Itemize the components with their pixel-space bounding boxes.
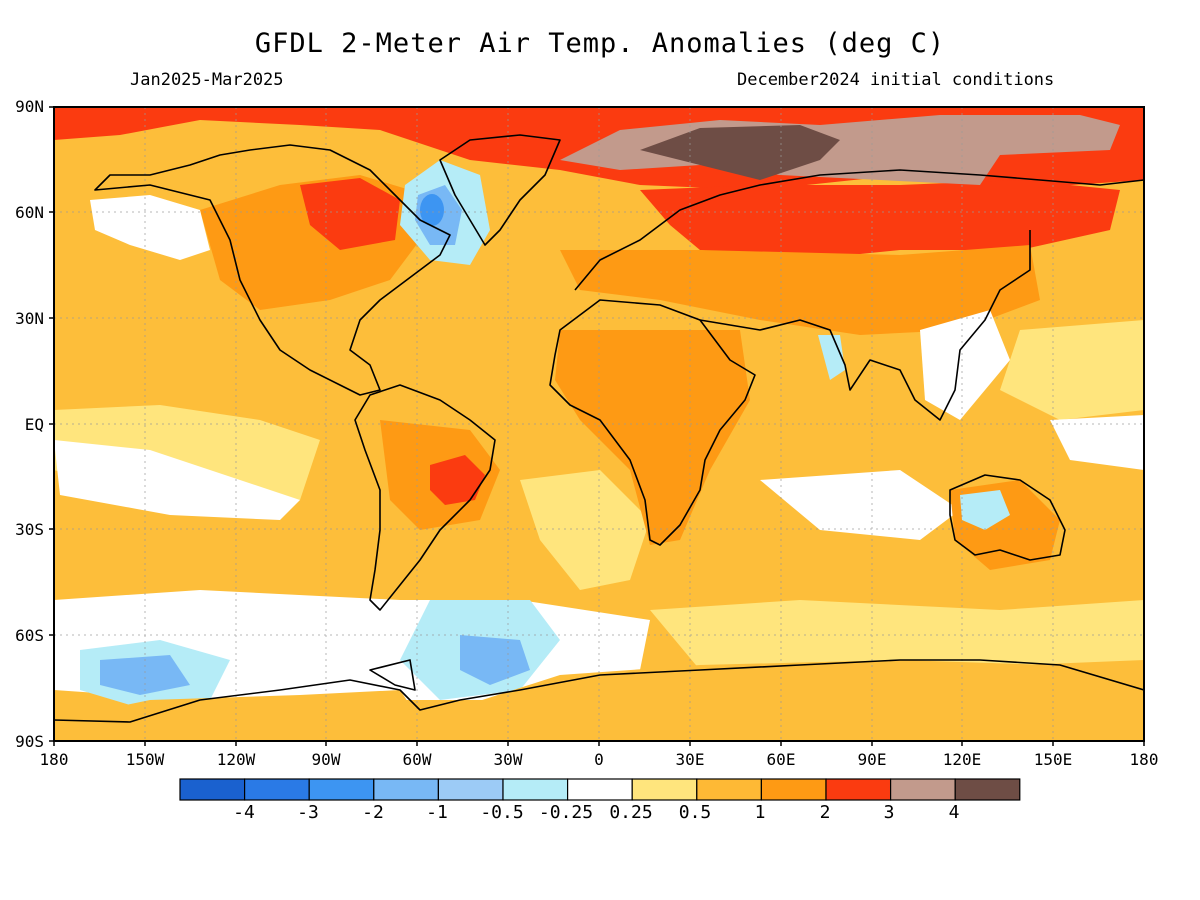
lat-label-eq: EQ bbox=[24, 415, 44, 434]
gridlines bbox=[54, 107, 1144, 741]
weddell-sea-cold bbox=[460, 635, 530, 685]
lon-label-0: 0 bbox=[594, 750, 604, 769]
colorbar-label: -2 bbox=[362, 802, 384, 823]
lon-label-90e: 90E bbox=[857, 750, 887, 769]
west-pacific-mild bbox=[1000, 320, 1144, 420]
south-atlantic-mild bbox=[520, 470, 650, 590]
colorbar-swatch bbox=[437, 778, 504, 801]
initial-conditions: December2024 initial conditions bbox=[737, 70, 1055, 90]
lon-label-60e: 60E bbox=[766, 750, 796, 769]
africa-warm bbox=[555, 330, 750, 545]
lon-label-60w: 60W bbox=[402, 750, 432, 769]
colorbar-label: 3 bbox=[883, 802, 895, 823]
alaska-neutral bbox=[90, 195, 210, 260]
forecast-period: Jan2025-Mar2025 bbox=[130, 70, 284, 90]
colorbar-swatch bbox=[760, 778, 827, 801]
colorbar-swatch bbox=[696, 778, 762, 801]
india-cool bbox=[818, 335, 845, 380]
ross-sea-cold bbox=[100, 655, 190, 695]
lon-label-30e: 30E bbox=[675, 750, 705, 769]
colorbar-label: -1 bbox=[426, 802, 448, 823]
colorbar-swatch bbox=[179, 778, 246, 801]
siberia-warm-region bbox=[640, 180, 1120, 260]
lat-label-90n: 90N bbox=[15, 97, 44, 116]
map-title: GFDL 2-Meter Air Temp. Anomalies (deg C) bbox=[254, 28, 946, 59]
colorbar-label: 1 bbox=[754, 802, 766, 823]
lon-label-180e: 180 bbox=[1129, 750, 1159, 769]
colorbar-swatch bbox=[954, 778, 1021, 801]
lat-label-30s: 30S bbox=[15, 520, 44, 539]
colorbar-swatch bbox=[244, 778, 310, 801]
lat-label-30n: 30N bbox=[15, 309, 44, 328]
lat-label-60s: 60S bbox=[15, 626, 44, 645]
lon-label-120w: 120W bbox=[216, 750, 256, 769]
colorbar-label: -0.5 bbox=[480, 802, 524, 823]
lon-label-90w: 90W bbox=[311, 750, 341, 769]
colorbar-swatch bbox=[889, 778, 956, 801]
lon-label-180w: 180 bbox=[39, 750, 69, 769]
colorbar-label: 0.5 bbox=[678, 802, 712, 823]
anomaly-field bbox=[54, 107, 1144, 741]
colorbar-label: 0.25 bbox=[609, 802, 653, 823]
east-asia-neutral bbox=[920, 310, 1010, 420]
labrador-sea-coldest bbox=[420, 194, 444, 226]
lat-label-60n: 60N bbox=[15, 203, 44, 222]
colorbar bbox=[179, 778, 1021, 801]
coastlines bbox=[54, 134, 1144, 723]
indian-ocean-neutral bbox=[760, 470, 960, 540]
colorbar-label: -4 bbox=[233, 802, 255, 823]
colorbar-swatch bbox=[566, 778, 633, 801]
eurasia-warm bbox=[560, 245, 1040, 335]
east-pacific-neutral bbox=[54, 440, 300, 520]
colorbar-label: -0.25 bbox=[538, 802, 594, 823]
australia-cool bbox=[960, 490, 1010, 530]
lon-label-150w: 150W bbox=[125, 750, 165, 769]
colorbar-label: 2 bbox=[819, 802, 831, 823]
colorbar-swatch bbox=[308, 778, 375, 801]
colorbar-label: -3 bbox=[297, 802, 319, 823]
lat-label-90s: 90S bbox=[15, 732, 44, 751]
lon-label-120e: 120E bbox=[942, 750, 982, 769]
hudson-bay-warm bbox=[300, 178, 400, 250]
lon-label-150e: 150E bbox=[1033, 750, 1073, 769]
brazil-hot-spot bbox=[430, 455, 485, 505]
lon-label-30w: 30W bbox=[493, 750, 523, 769]
axis-ticks bbox=[49, 106, 1145, 746]
southern-indian-mild bbox=[650, 600, 1144, 670]
colorbar-swatch bbox=[825, 778, 892, 801]
colorbar-swatch bbox=[502, 778, 569, 801]
west-pacific-neutral bbox=[1050, 415, 1144, 470]
colorbar-label: 4 bbox=[948, 802, 960, 823]
colorbar-swatch bbox=[631, 778, 698, 801]
colorbar-swatch bbox=[373, 778, 439, 801]
